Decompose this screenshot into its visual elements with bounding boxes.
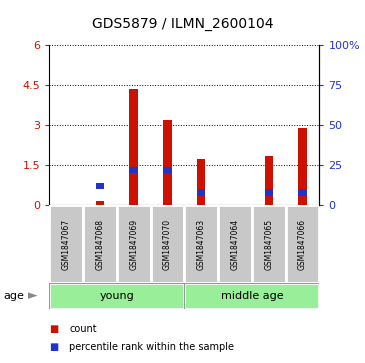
Text: ■: ■ xyxy=(49,323,58,334)
Bar xyxy=(184,283,319,309)
Bar xyxy=(265,156,273,205)
Bar xyxy=(117,205,150,283)
Bar xyxy=(96,201,104,205)
Bar xyxy=(197,159,205,205)
Bar xyxy=(184,283,319,309)
Bar xyxy=(83,205,117,283)
Bar xyxy=(286,205,319,283)
Text: ■: ■ xyxy=(49,342,58,352)
Text: GSM1847066: GSM1847066 xyxy=(298,219,307,270)
Text: percentile rank within the sample: percentile rank within the sample xyxy=(69,342,234,352)
Text: middle age: middle age xyxy=(220,291,283,301)
Bar xyxy=(197,189,205,196)
Text: count: count xyxy=(69,323,97,334)
Bar xyxy=(218,205,252,283)
Bar xyxy=(49,205,83,283)
Text: GSM1847068: GSM1847068 xyxy=(95,219,104,270)
Bar xyxy=(130,167,138,173)
Bar xyxy=(163,167,172,173)
Text: GSM1847064: GSM1847064 xyxy=(230,219,239,270)
Text: young: young xyxy=(99,291,134,301)
Bar xyxy=(49,283,184,309)
Bar xyxy=(265,189,273,196)
Text: GSM1847067: GSM1847067 xyxy=(62,219,71,270)
Text: GSM1847063: GSM1847063 xyxy=(197,219,206,270)
Text: GSM1847065: GSM1847065 xyxy=(264,219,273,270)
Text: ►: ► xyxy=(28,289,38,302)
Bar xyxy=(49,283,184,309)
Text: GDS5879 / ILMN_2600104: GDS5879 / ILMN_2600104 xyxy=(92,17,273,32)
Text: GSM1847070: GSM1847070 xyxy=(163,219,172,270)
Bar xyxy=(96,183,104,189)
Bar xyxy=(298,128,307,205)
Bar xyxy=(163,120,172,205)
Text: age: age xyxy=(4,291,24,301)
Bar xyxy=(252,205,286,283)
Bar xyxy=(130,89,138,205)
Bar xyxy=(150,205,184,283)
Bar xyxy=(184,205,218,283)
Bar xyxy=(298,189,307,196)
Text: GSM1847069: GSM1847069 xyxy=(129,219,138,270)
